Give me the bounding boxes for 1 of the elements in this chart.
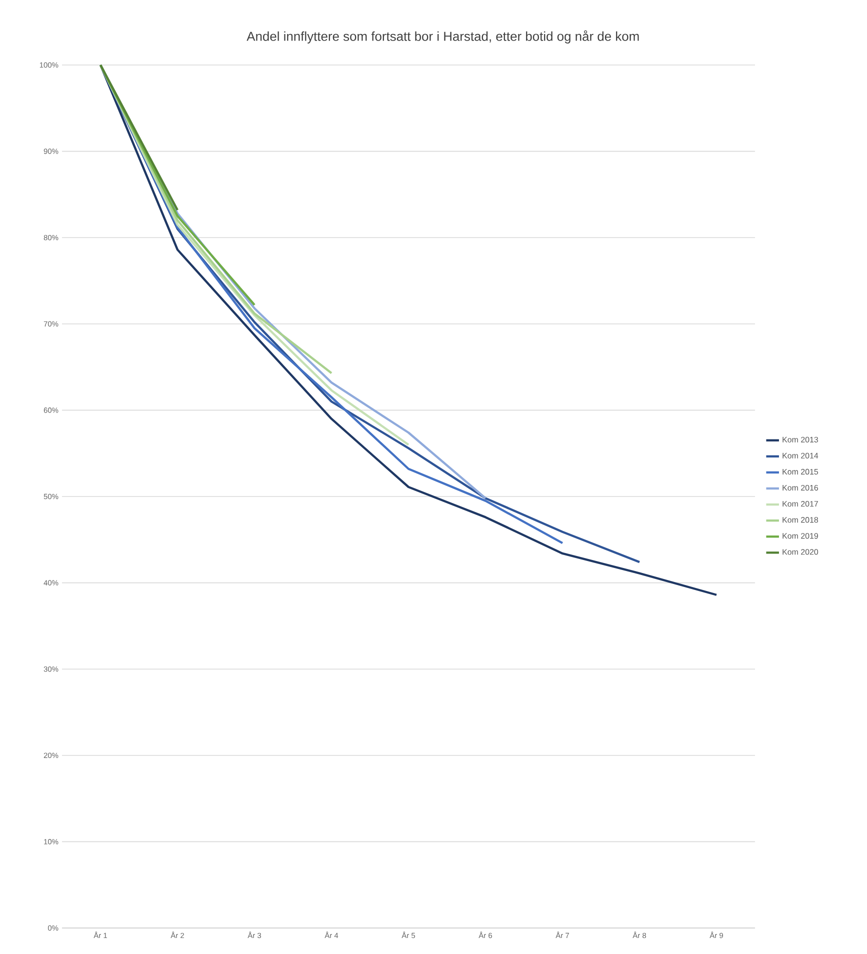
chart-title: Andel innflyttere som fortsatt bor i Harstad, etter botid og når de kom	[246, 30, 639, 44]
